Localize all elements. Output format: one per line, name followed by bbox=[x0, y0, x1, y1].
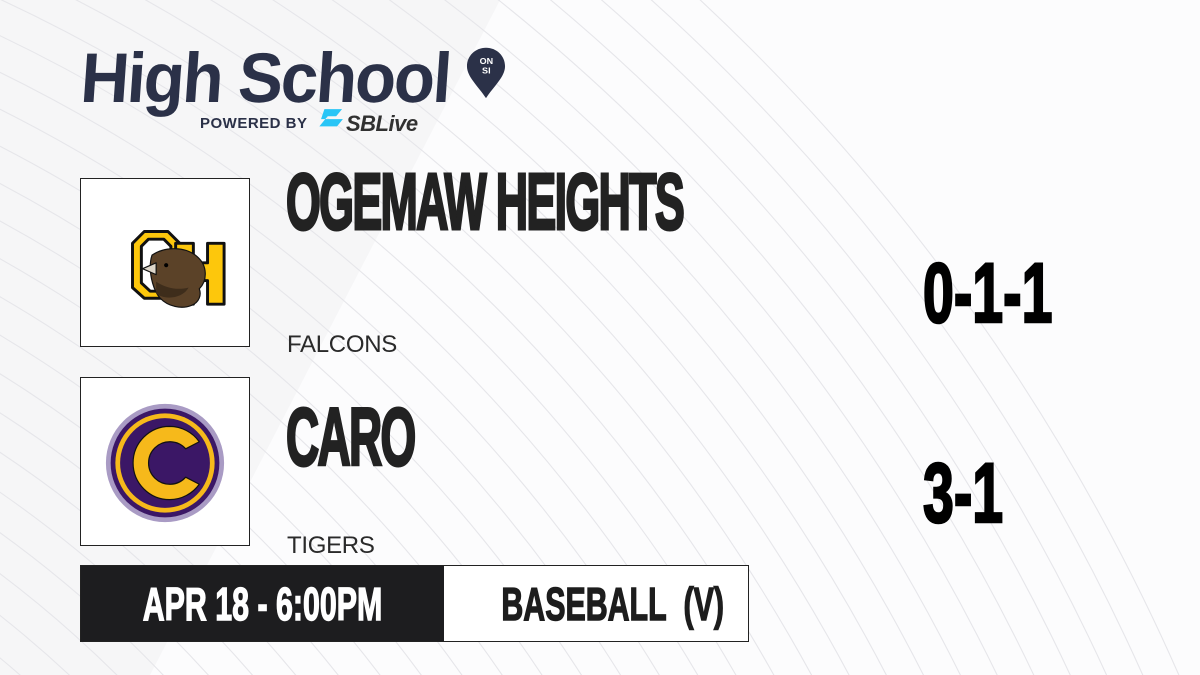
svg-text:SI: SI bbox=[482, 66, 491, 75]
svg-text:SBLive: SBLive bbox=[346, 111, 418, 136]
svg-text:ON: ON bbox=[479, 57, 493, 66]
